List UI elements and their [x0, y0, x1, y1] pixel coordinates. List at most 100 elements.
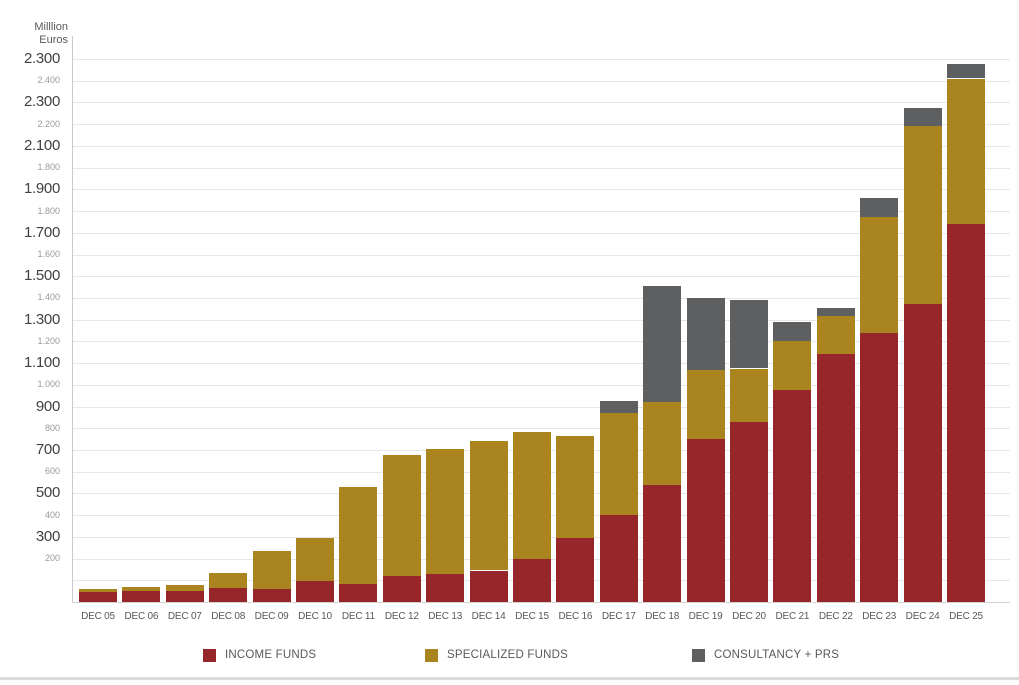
x-tick-label-dec23: DEC 23	[862, 611, 897, 622]
bar-segment-income-funds-dec07	[165, 591, 204, 602]
x-tick-label-dec22: DEC 22	[818, 611, 853, 622]
bar-segment-consultancy-prs-dec22	[816, 307, 855, 317]
bar-segment-consultancy-prs-dec19	[686, 297, 725, 370]
bar-segment-specialized-funds-dec09	[252, 551, 291, 589]
x-tick-label-dec08: DEC 08	[211, 611, 246, 622]
bar-segment-income-funds-dec20	[730, 421, 768, 602]
bar-segment-specialized-funds-dec11	[339, 486, 378, 584]
consultancy-prs-swatch	[692, 649, 705, 662]
gridline-800	[72, 428, 1010, 430]
bar-segment-income-funds-dec11	[339, 583, 378, 602]
gridline-1800	[72, 211, 1010, 212]
bar-segment-specialized-funds-dec21	[773, 341, 812, 391]
bar-segment-consultancy-prs-dec20	[730, 300, 768, 369]
bar-segment-income-funds-dec17	[599, 515, 638, 602]
x-tick-label-dec18: DEC 18	[645, 611, 680, 622]
gridline-1900	[72, 189, 1010, 191]
bar-segment-income-funds-dec13	[426, 573, 465, 602]
bar-segment-specialized-funds-dec05	[79, 589, 117, 593]
legend-label-specialized-funds: SPECIALIZED FUNDS	[447, 649, 568, 661]
bar-segment-income-funds-dec16	[556, 537, 595, 602]
y-tick-label-2200: 2.200	[37, 118, 60, 129]
bar-segment-income-funds-dec12	[382, 575, 421, 602]
y-tick-label-200: 200	[44, 553, 60, 564]
gridline-1000	[72, 384, 1010, 386]
specialized-funds-swatch	[425, 649, 438, 662]
gridline-1600	[72, 254, 1010, 256]
gridline-2200	[72, 124, 1010, 126]
bar-segment-specialized-funds-dec07	[165, 584, 204, 592]
bar-segment-specialized-funds-dec14	[469, 441, 508, 571]
bar-segment-income-funds-dec19	[686, 439, 725, 602]
y-axis-unit-label: Milllion Euros	[0, 21, 68, 47]
x-tick-label-dec10: DEC 10	[298, 611, 332, 622]
y-tick-label-1500: 1.500	[23, 267, 60, 285]
bar-segment-consultancy-prs-dec23	[860, 198, 899, 217]
x-tick-label-dec15: DEC 15	[515, 611, 549, 622]
x-tick-label-dec06: DEC 06	[124, 611, 159, 622]
footer-divider	[0, 677, 1019, 680]
bar-segment-specialized-funds-dec19	[686, 369, 725, 440]
y-tick-label-2400: 2.400	[37, 75, 60, 86]
bar-segment-consultancy-prs-dec25	[947, 64, 985, 79]
bar-segment-income-funds-dec21	[773, 390, 812, 602]
gridline-2400	[72, 80, 1010, 82]
y-tick-label-800: 800	[44, 422, 60, 433]
x-tick-label-dec14: DEC 14	[471, 611, 506, 622]
gridline-1200	[72, 341, 1010, 343]
gridline-1300	[72, 319, 1010, 321]
x-tick-label-dec20: DEC 20	[732, 611, 766, 622]
legend-label-consultancy-prs: CONSULTANCY + PRS	[714, 649, 840, 661]
gridline-1400	[72, 297, 1010, 299]
bar-segment-income-funds-dec05	[79, 592, 117, 602]
bar-segment-income-funds-dec06	[122, 591, 161, 602]
x-tick-label-dec19: DEC 19	[688, 611, 723, 622]
x-tick-label-dec05: DEC 05	[81, 611, 115, 622]
bar-segment-consultancy-prs-dec24	[903, 107, 942, 127]
bar-segment-income-funds-dec25	[947, 224, 985, 602]
x-tick-label-dec24: DEC 24	[905, 611, 940, 622]
x-axis-line	[72, 602, 1010, 603]
bar-segment-income-funds-dec22	[816, 354, 855, 602]
y-tick-label-1700: 1.700	[23, 223, 60, 241]
bar-segment-specialized-funds-dec24	[903, 126, 942, 305]
y-tick-label-1600: 1.600	[37, 249, 60, 259]
gridline-2300	[72, 102, 1010, 104]
y-tick-label-300: 300	[35, 527, 60, 545]
gridline-2500	[72, 59, 1010, 60]
y-axis-line	[72, 36, 73, 602]
y-axis-unit-line2: Euros	[39, 34, 68, 46]
bar-segment-income-funds-dec09	[252, 589, 291, 602]
gridline-2000	[72, 167, 1010, 169]
gridline-1100	[72, 363, 1010, 365]
y-tick-label-1900: 1.900	[23, 180, 60, 198]
bar-segment-consultancy-prs-dec17	[599, 401, 638, 413]
x-tick-label-dec07: DEC 07	[167, 611, 202, 622]
bar-segment-consultancy-prs-dec18	[643, 286, 682, 403]
x-tick-label-dec13: DEC 13	[428, 611, 463, 622]
bar-segment-specialized-funds-dec13	[426, 448, 465, 574]
bar-segment-specialized-funds-dec12	[382, 455, 421, 576]
bar-segment-income-funds-dec14	[469, 570, 508, 602]
income-funds-swatch	[203, 649, 216, 662]
y-tick-label-500: 500	[35, 484, 60, 502]
y-tick-label-1800: 1.800	[37, 205, 60, 216]
bar-segment-specialized-funds-dec22	[816, 316, 855, 355]
bar-segment-specialized-funds-dec20	[730, 368, 768, 422]
y-tick-label-2300: 2.300	[23, 93, 60, 111]
y-tick-label-2000: 1.800	[37, 162, 60, 173]
gridline-1700	[72, 232, 1010, 234]
y-tick-label-2500: 2.300	[23, 50, 60, 67]
bar-segment-specialized-funds-dec17	[599, 413, 638, 516]
y-tick-label-1400: 1.400	[37, 292, 60, 303]
y-tick-label-600: 600	[44, 466, 60, 477]
y-tick-label-2100: 2.100	[23, 136, 60, 154]
y-tick-label-900: 900	[35, 397, 60, 415]
x-tick-label-dec21: DEC 21	[775, 611, 810, 622]
x-tick-label-dec09: DEC 09	[254, 611, 289, 622]
x-tick-label-dec12: DEC 12	[384, 611, 419, 622]
bar-segment-income-funds-dec24	[903, 304, 942, 602]
legend-label-income-funds: INCOME FUNDS	[225, 649, 317, 661]
y-tick-label-700: 700	[35, 441, 60, 458]
